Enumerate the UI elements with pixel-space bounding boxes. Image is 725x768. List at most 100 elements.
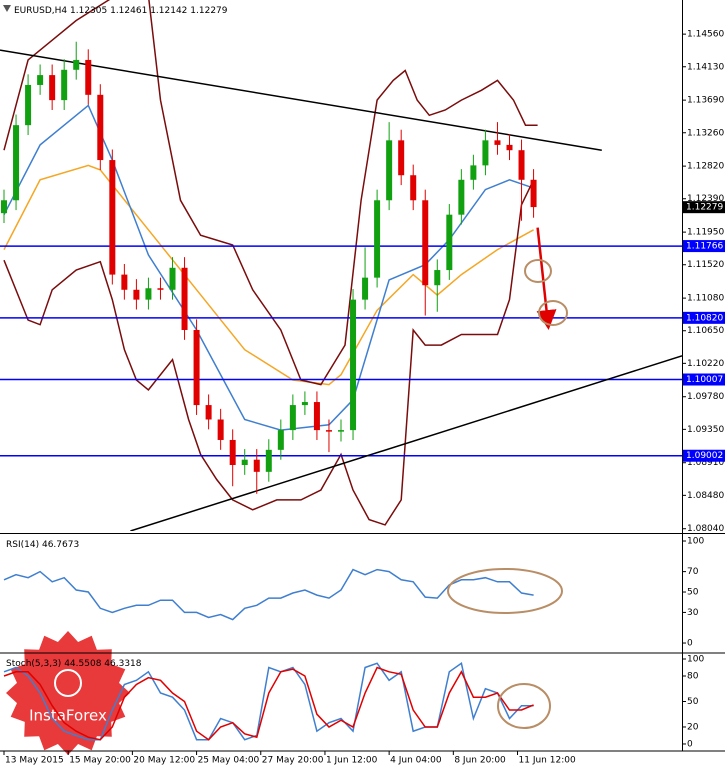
candle-body (61, 69, 68, 101)
trend-line (0, 49, 602, 151)
candle-body (13, 125, 20, 201)
level-label: 1.10820 (686, 313, 723, 323)
indicator-line (3, 568, 534, 621)
candle-body (518, 150, 525, 180)
y-tick-label: 100 (687, 655, 704, 665)
candle-body (1, 200, 8, 214)
y-tick-label: 1.11950 (687, 228, 724, 238)
panel (3, 662, 534, 741)
y-tick-label: 1.09780 (687, 392, 724, 402)
level-label-box (683, 449, 725, 462)
title-value: 44.5508 (64, 659, 101, 669)
highlight-ellipse (447, 568, 563, 614)
candle-body (277, 430, 284, 450)
y-tick-label: 1.08480 (687, 491, 724, 501)
y-tick-label: 1.11080 (687, 294, 724, 304)
candle-body (494, 140, 501, 145)
panel (0, 0, 682, 531)
candle-body (386, 140, 393, 201)
candle-body (169, 267, 176, 290)
candle-body (350, 299, 357, 431)
candle-body (374, 200, 381, 278)
x-tick-label: 8 Jun 20:00 (454, 756, 506, 766)
panel (3, 568, 534, 621)
y-tick-label: 1.09350 (687, 425, 724, 435)
candle-body (157, 288, 164, 290)
logo-text: InstaForex (29, 707, 107, 725)
price-label: 1.12279 (686, 203, 723, 213)
level-label-box (683, 311, 725, 324)
y-axis: 1.14560 1.14130 1.13690 1.13260 1.12820 1.123… (682, 30, 725, 534)
indicator-line (3, 666, 534, 741)
candle-body (121, 274, 128, 290)
x-tick-label: 4 Jun 04:00 (390, 756, 442, 766)
candle-body (253, 459, 260, 472)
y-tick-label: 100 (687, 537, 704, 547)
candle-body (446, 214, 453, 271)
y-tick-label: 1.10650 (687, 326, 724, 336)
candle-body (398, 140, 405, 176)
y-tick-label: 30 (687, 608, 699, 618)
x-tick-label: 15 May 20:00 (69, 756, 131, 766)
candle-body (301, 402, 308, 406)
indicator-line (3, 179, 535, 526)
y-tick-label: 1.12820 (687, 162, 724, 172)
candle-body (265, 449, 272, 472)
candle-body (229, 439, 236, 466)
x-tick-label: 27 May 20:00 (262, 756, 324, 766)
level-label: 1.11766 (686, 242, 723, 252)
candle-body (530, 179, 537, 208)
level-label: 1.09002 (686, 451, 723, 461)
x-tick-label: 25 May 04:00 (198, 756, 260, 766)
highlight-ellipse (524, 259, 552, 283)
level-label-box (683, 373, 725, 386)
candle-body (434, 270, 441, 286)
forecast-arrow (536, 227, 557, 331)
y-tick-label: 1.08910 (687, 458, 724, 468)
logo-badge (6, 631, 130, 755)
candle-body (362, 277, 369, 300)
candle-body (109, 160, 116, 275)
candle-body (37, 75, 44, 85)
candle-body (145, 288, 152, 300)
y-tick-label: 80 (687, 672, 699, 682)
highlight-ellipse (497, 683, 551, 729)
candle-body (205, 405, 212, 420)
candle-body (97, 94, 104, 161)
candle-body (458, 179, 465, 215)
y-tick-label: 1.11520 (687, 260, 724, 270)
level-label: 1.10007 (686, 375, 723, 385)
candle-body (313, 402, 320, 431)
candle-body (25, 84, 32, 126)
panel-title: Stoch(5,3,3) 44.5508 46.3318 (6, 659, 142, 669)
candle-body (289, 405, 296, 431)
logo-icon (54, 669, 82, 697)
highlight-ellipse (538, 300, 568, 326)
y-tick-label: 1.14130 (687, 62, 724, 72)
title-text: Stoch(5,3,3) (6, 659, 61, 669)
title-value: 1.12461 (110, 6, 147, 16)
y-tick-label: 1.14560 (687, 30, 724, 40)
candle-body (73, 59, 80, 70)
x-tick-label: 11 Jun 12:00 (519, 756, 576, 766)
y-tick-label: 20 (687, 722, 699, 732)
candle-body (325, 430, 332, 432)
y-tick-label: 1.13690 (687, 96, 724, 106)
title-text: RSI(14) (6, 540, 39, 550)
candle-body (410, 175, 417, 201)
title-value: 1.12279 (190, 6, 227, 16)
y-tick-label: 50 (687, 697, 699, 707)
x-tick-label: 20 May 12:00 (133, 756, 195, 766)
title-text: EURUSD,H4 (14, 6, 67, 16)
candle-body (506, 144, 513, 151)
y-tick-label: 50 (687, 588, 699, 598)
candle-body (482, 140, 489, 166)
candle-body (181, 267, 188, 330)
title-value: 46.3318 (104, 659, 141, 669)
candle-body (338, 430, 344, 432)
y-tick-label: 1.10220 (687, 359, 724, 369)
title-value: 1.12142 (150, 6, 187, 16)
